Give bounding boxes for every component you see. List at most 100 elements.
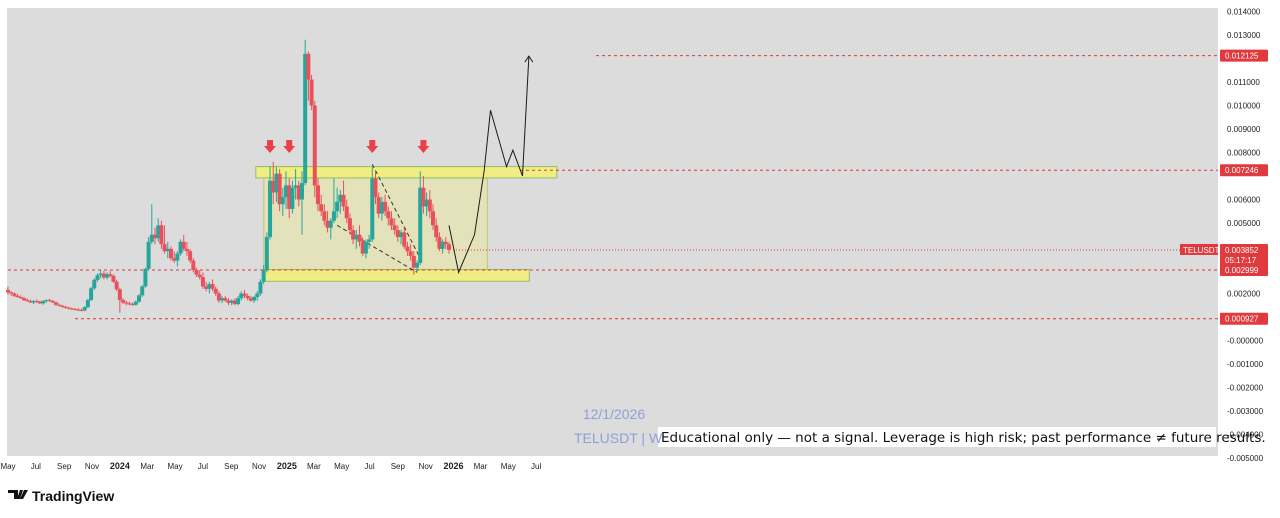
candle-body — [437, 237, 442, 249]
price-ticks: 0.014000 0.013000 0.011000 0.010000 0.009000… — [1227, 8, 1264, 464]
candle-body — [207, 284, 212, 289]
candle-body — [25, 300, 30, 302]
candle-body — [443, 241, 448, 245]
candle-body — [239, 293, 244, 299]
candle-body — [424, 199, 429, 207]
candle-body — [89, 288, 94, 301]
time-tick-label: Nov — [419, 462, 433, 471]
tradingview-logo[interactable]: TradingView — [8, 488, 114, 504]
candle-body — [85, 300, 90, 308]
price-tick-label: -0.004000 — [1227, 431, 1264, 440]
candle-body — [415, 262, 420, 268]
time-tick-label: Mar — [474, 462, 488, 471]
candle-body — [344, 206, 349, 219]
time-tick-label: 2025 — [277, 461, 297, 471]
price-tag-label: 0.000927 — [1225, 315, 1259, 324]
wedge-lower-line — [336, 224, 418, 273]
price-tick-label: 0.014000 — [1227, 8, 1261, 17]
candle-body — [172, 258, 177, 261]
candle-body — [204, 286, 209, 289]
candle-body — [50, 301, 55, 303]
candle-body — [309, 79, 314, 106]
time-tick-label: Sep — [391, 462, 406, 471]
time-tick-label: Mar — [140, 462, 154, 471]
candle-body — [379, 201, 384, 214]
candle-body — [335, 201, 340, 212]
candle-body — [69, 308, 74, 310]
rejection-arrow — [366, 140, 379, 153]
candle-body — [53, 302, 58, 305]
candle-body — [34, 301, 39, 303]
candle-body — [21, 298, 26, 301]
price-tick-label: -0.000000 — [1227, 337, 1264, 346]
candle-body — [37, 301, 42, 304]
candle-body — [133, 301, 138, 305]
candle-body — [232, 300, 237, 305]
candle-body — [354, 234, 359, 240]
price-tag — [1220, 312, 1268, 325]
candle-body — [188, 251, 193, 261]
candle-body — [242, 293, 247, 296]
resistance-zone — [255, 166, 558, 179]
candle-body — [248, 298, 253, 301]
time-ticks: May Jul Sep Nov 2024 Mar May Jul Sep Nov 2025 Mar Ma… — [0, 461, 541, 471]
candle-body — [421, 187, 426, 207]
support-zone — [263, 269, 530, 282]
price-tag-label: 0.012125 — [1225, 52, 1259, 61]
candle-body — [252, 297, 257, 301]
candle-body — [277, 173, 282, 205]
time-tick-label: Sep — [224, 462, 239, 471]
candle-body — [162, 244, 167, 252]
candle-body — [280, 197, 285, 205]
candle-body — [152, 234, 157, 239]
candle-body — [92, 279, 97, 289]
candle-body — [389, 218, 394, 226]
candle-body — [411, 255, 416, 268]
candle-body — [293, 185, 298, 188]
price-tag — [1220, 49, 1268, 62]
candle-body — [149, 234, 154, 242]
candle-body — [140, 286, 145, 296]
candle-body — [392, 225, 397, 231]
candle-body — [108, 274, 113, 276]
wedge-upper-line — [371, 164, 421, 259]
candle-body — [367, 239, 372, 242]
rejection-arrows — [264, 140, 430, 153]
symbol-tag-label: TELUSDT — [1183, 246, 1220, 255]
candle-body — [370, 178, 375, 240]
price-tick-label: 0.005000 — [1227, 219, 1261, 228]
candle-body — [197, 274, 202, 278]
candle-body — [261, 270, 266, 282]
candle-body — [408, 251, 413, 256]
candle-body — [73, 309, 78, 311]
plot-area[interactable] — [7, 8, 1218, 456]
time-tick-label: Mar — [307, 462, 321, 471]
price-tick-label: 0.008000 — [1227, 149, 1261, 158]
time-tick-label: May — [334, 462, 349, 471]
time-axis[interactable] — [7, 456, 1218, 476]
candle-body — [60, 305, 65, 307]
time-tick-label: Nov — [252, 462, 266, 471]
candle-body — [101, 273, 106, 278]
time-tick-label: May — [168, 462, 183, 471]
price-tick-label: 0.011000 — [1227, 78, 1260, 87]
candle-body — [268, 180, 273, 238]
time-tick-label: Jul — [31, 462, 41, 471]
price-axis[interactable] — [1218, 8, 1275, 456]
candle-body — [127, 303, 132, 305]
price-tag-label: 0.002999 — [1225, 266, 1259, 275]
candle-body — [156, 225, 161, 239]
candle-body — [184, 248, 189, 252]
price-tick-label: -0.002000 — [1227, 384, 1264, 393]
price-tick-label: 0.006000 — [1227, 196, 1261, 205]
candle-body — [351, 230, 356, 240]
candle-body — [405, 246, 410, 252]
candle-body — [44, 300, 49, 302]
candle-body — [236, 298, 241, 305]
projection-path — [448, 56, 530, 275]
candle-body — [328, 220, 333, 228]
candle-body — [178, 241, 183, 254]
price-tag — [1220, 164, 1268, 177]
current-price-label: 0.003852 — [1225, 246, 1259, 255]
